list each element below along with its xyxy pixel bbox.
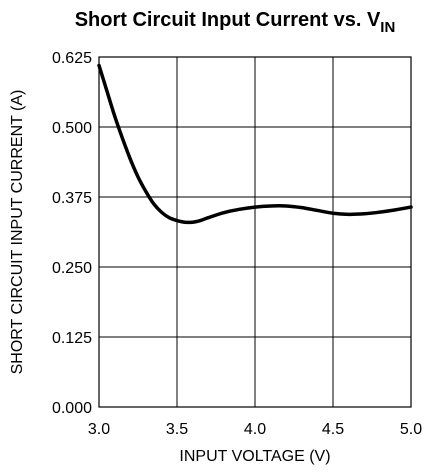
series-layer [97, 63, 413, 225]
x-tick-label: 3.0 [88, 421, 110, 438]
y-tick-label: 0.625 [52, 50, 92, 67]
chart-title-main: Short Circuit Input Current vs. V [75, 9, 381, 31]
x-tick-label: 5.0 [400, 421, 422, 438]
y-axis-label: SHORT CIRCUIT INPUT CURRENT (A) [9, 90, 26, 375]
x-axis-tick-labels: 3.0 3.5 4.0 4.5 5.0 [88, 421, 422, 438]
y-tick-label: 0.000 [52, 400, 92, 417]
y-tick-label: 0.125 [52, 330, 92, 347]
y-tick-label: 0.375 [52, 190, 92, 207]
grid [99, 57, 411, 407]
series-line [97, 63, 413, 225]
x-axis-label: INPUT VOLTAGE (V) [179, 448, 330, 465]
y-tick-label: 0.500 [52, 120, 92, 137]
x-tick-label: 4.0 [244, 421, 266, 438]
y-axis-tick-labels: 0.000 0.125 0.250 0.375 0.500 0.625 [52, 50, 92, 417]
x-tick-label: 3.5 [166, 421, 188, 438]
chart-title-subscript: IN [380, 19, 395, 36]
plot-area [98, 56, 412, 408]
y-tick-label: 0.250 [52, 260, 92, 277]
x-tick-label: 4.5 [322, 421, 344, 438]
chart-title: Short Circuit Input Current vs. VIN [75, 9, 396, 36]
